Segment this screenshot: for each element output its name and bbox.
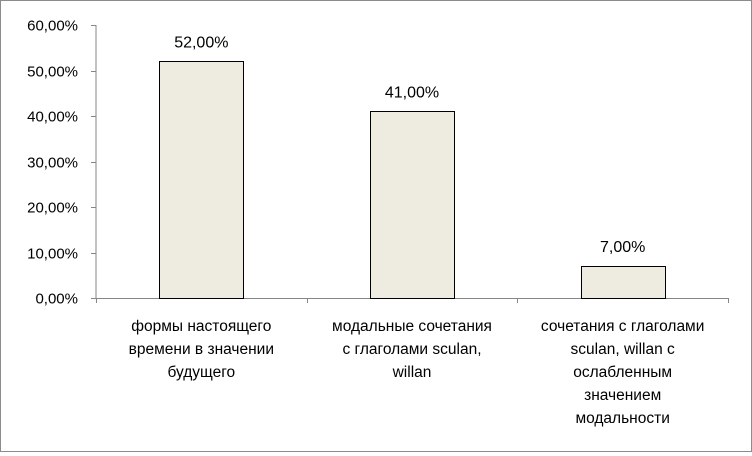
category-label: модальные сочетания с глаголами sculan, wi… [332,318,492,381]
y-tick-label: 20,00% [27,200,78,217]
category-label-line: sculan, willan с [571,341,675,358]
category-label: сочетания с глаголами sculan, willan с осл… [541,318,704,427]
y-tick-label: 40,00% [27,109,78,126]
y-axis: 0,00% 10,00% 20,00% 30,00% 40,00% 50,00% 60,00… [27,18,97,308]
category-label-line: с глаголами sculan, [342,341,481,358]
category-label-line: willan [392,364,432,381]
category-label-line: будущего [167,364,235,381]
bar [159,61,244,299]
category-label-line: сочетания с глаголами [541,318,704,335]
y-tick-label: 60,00% [27,18,78,35]
data-labels: 52,00% 41,00% 7,00% [174,34,645,256]
y-tick-label: 50,00% [27,64,78,81]
category-label-line: формы настоящего [131,318,271,335]
category-labels: формы настоящего времени в значении будуще… [129,318,705,427]
category-label-line: значением [584,387,661,404]
y-tick-label: 10,00% [27,246,78,263]
data-label: 52,00% [174,34,228,51]
data-label: 41,00% [385,84,439,101]
category-label-line: времени в значении [129,341,274,358]
bar [370,111,455,299]
bars [159,61,666,299]
category-label: формы настоящего времени в значении будуще… [129,318,274,381]
data-label: 7,00% [600,239,645,256]
category-label-line: ослабленным [573,364,672,381]
category-label-line: модальности [575,410,669,427]
category-label-line: модальные сочетания [332,318,492,335]
y-tick-label: 30,00% [27,155,78,172]
bar [581,266,666,299]
y-tick-label: 0,00% [35,291,78,308]
